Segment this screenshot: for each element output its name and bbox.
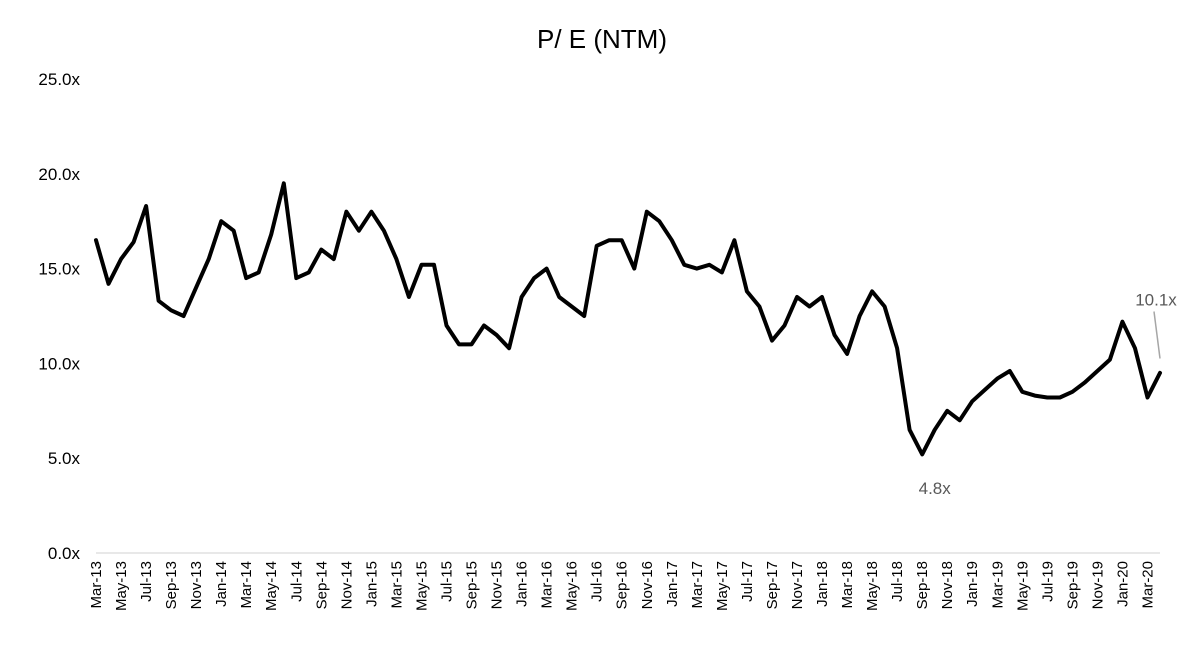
x-tick-label: Mar-19 bbox=[989, 561, 1006, 609]
x-tick-label: May-15 bbox=[413, 561, 430, 611]
x-tick-label: Sep-16 bbox=[614, 561, 631, 609]
x-tick-label: Sep-17 bbox=[764, 561, 781, 609]
annotation-label: 10.1x bbox=[1135, 291, 1177, 310]
chart-title: P/ E (NTM) bbox=[537, 24, 667, 54]
y-tick-label: 10.0x bbox=[38, 354, 80, 373]
x-tick-label: May-14 bbox=[263, 561, 280, 611]
x-tick-label: Jul-14 bbox=[288, 561, 305, 602]
x-tick-label: Jan-18 bbox=[814, 561, 831, 607]
x-tick-label: Nov-19 bbox=[1089, 561, 1106, 609]
x-tick-label: Jul-13 bbox=[138, 561, 155, 602]
x-tick-label: Mar-18 bbox=[839, 561, 856, 609]
x-tick-label: Jan-20 bbox=[1114, 561, 1131, 607]
x-tick-label: Jan-14 bbox=[213, 561, 230, 607]
annotations: 4.8x 10.1x bbox=[919, 291, 1178, 498]
x-tick-label: Jul-19 bbox=[1039, 561, 1056, 602]
y-tick-label: 25.0x bbox=[38, 70, 80, 89]
annotation-label: 4.8x bbox=[919, 479, 952, 498]
series-line-pe bbox=[94, 181, 1162, 457]
x-tick-label: Mar-14 bbox=[238, 561, 255, 609]
x-tick-label: Sep-15 bbox=[464, 561, 481, 609]
x-tick-label: May-16 bbox=[564, 561, 581, 611]
x-tick-label: Sep-13 bbox=[163, 561, 180, 609]
x-tick-label: Jul-15 bbox=[438, 561, 455, 602]
x-tick-label: Nov-18 bbox=[939, 561, 956, 609]
x-tick-label: Jan-15 bbox=[363, 561, 380, 607]
x-tick-label: Nov-13 bbox=[188, 561, 205, 609]
x-tick-label: May-19 bbox=[1014, 561, 1031, 611]
y-tick-label: 15.0x bbox=[38, 260, 80, 279]
x-tick-label: Mar-17 bbox=[689, 561, 706, 609]
y-tick-label: 5.0x bbox=[48, 449, 81, 468]
x-tick-label: May-17 bbox=[714, 561, 731, 611]
x-tick-label: Mar-13 bbox=[88, 561, 105, 609]
x-tick-label: Sep-18 bbox=[914, 561, 931, 609]
x-tick-label: May-18 bbox=[864, 561, 881, 611]
x-tick-label: Jul-16 bbox=[589, 561, 606, 602]
x-tick-label: May-13 bbox=[113, 561, 130, 611]
y-tick-label: 0.0x bbox=[48, 544, 81, 563]
x-tick-label: Nov-15 bbox=[489, 561, 506, 609]
annotation-leader-line bbox=[1153, 311, 1161, 359]
x-tick-label: Jan-17 bbox=[664, 561, 681, 607]
x-tick-label: Jan-19 bbox=[964, 561, 981, 607]
x-axis-ticks: Mar-13 May-13 Jul-13 Sep-13 Nov-13 Jan-14 Mar-… bbox=[88, 561, 1156, 611]
x-tick-label: Sep-14 bbox=[313, 561, 330, 609]
x-tick-label: Mar-15 bbox=[388, 561, 405, 609]
y-axis-ticks: 0.0x 5.0x 10.0x 15.0x 20.0x 25.0x bbox=[38, 70, 80, 563]
x-tick-label: Jul-18 bbox=[889, 561, 906, 602]
x-tick-label: Nov-16 bbox=[639, 561, 656, 609]
x-tick-label: Jul-17 bbox=[739, 561, 756, 602]
x-tick-label: Nov-14 bbox=[338, 561, 355, 609]
x-tick-label: Mar-20 bbox=[1139, 561, 1156, 609]
x-tick-label: Jan-16 bbox=[514, 561, 531, 607]
x-tick-label: Sep-19 bbox=[1064, 561, 1081, 609]
x-tick-label: Mar-16 bbox=[539, 561, 556, 609]
x-tick-label: Nov-17 bbox=[789, 561, 806, 609]
y-tick-label: 20.0x bbox=[38, 165, 80, 184]
